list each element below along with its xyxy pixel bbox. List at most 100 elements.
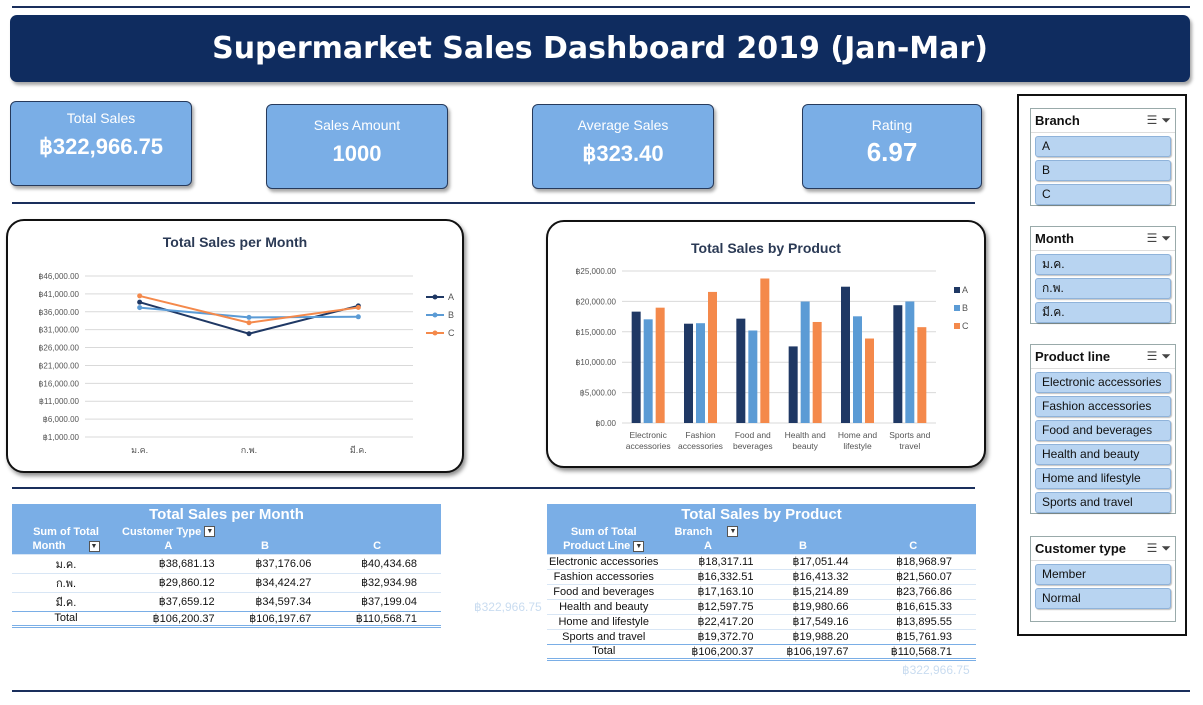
bar-chart-card[interactable]: Total Sales by Product ฿0.00 ฿5,000.00 ฿10… — [546, 220, 986, 468]
table-total-row: Total ฿106,200.37 ฿106,197.67 ฿110,568.7… — [547, 643, 976, 661]
x-tick-label: Sports and — [889, 430, 930, 440]
slicer-item[interactable]: Member — [1035, 564, 1171, 585]
multi-select-icon[interactable]: ☰ — [1146, 349, 1158, 363]
y-tick-label: ฿26,000.00 — [38, 344, 79, 353]
clear-filter-icon[interactable]: ⏷ — [1161, 541, 1171, 555]
row-label: มี.ค. — [12, 591, 120, 611]
bar-C — [812, 321, 822, 423]
slicer-header: Branch ☰ ⏷ — [1031, 109, 1175, 133]
kpi-value: ฿322,966.75 — [38, 134, 164, 159]
multi-select-icon[interactable]: ☰ — [1146, 113, 1158, 127]
filter-dropdown-icon[interactable]: ▼ — [88, 540, 100, 552]
pivot-row-field[interactable]: Product Line ▼ — [547, 539, 661, 554]
y-tick-label: ฿15,000.00 — [575, 328, 616, 337]
bar-A — [684, 323, 693, 423]
filter-dropdown-icon[interactable]: ▼ — [204, 526, 216, 538]
kpi-total-sales[interactable]: Total Sales ฿322,966.75 — [10, 101, 192, 186]
x-tick-label: accessories — [626, 441, 671, 451]
x-tick-label: beauty — [792, 441, 818, 451]
kpi-label: Total Sales — [66, 110, 136, 126]
slicer-item[interactable]: B — [1035, 160, 1171, 181]
legend-marker-A — [432, 294, 438, 300]
table-rule — [12, 487, 975, 489]
pivot-col-field[interactable]: Branch ▼ — [660, 524, 976, 539]
filter-dropdown-icon[interactable]: ▼ — [727, 526, 739, 538]
kpi-average-sales[interactable]: Average Sales ฿323.40 — [532, 104, 714, 189]
pivot-col-field-label: Customer Type — [122, 525, 202, 538]
pivot-col-field[interactable]: Customer Type ▼ — [120, 524, 441, 539]
clear-filter-icon[interactable]: ⏷ — [1161, 231, 1171, 245]
x-tick-label: Fashion — [685, 430, 716, 440]
slicer-item[interactable]: Electronic accessories — [1035, 372, 1171, 393]
x-tick-label: Health and — [785, 430, 826, 440]
row-label: Total — [12, 610, 120, 628]
pivot-row-field-label: Product Line — [563, 540, 631, 553]
pivot-col-field-label: Branch — [674, 525, 713, 538]
filter-dropdown-icon[interactable]: ▼ — [633, 540, 645, 552]
slicer-item[interactable]: มี.ค. — [1035, 302, 1171, 323]
row-label: Sports and travel — [547, 628, 661, 644]
cell: ฿37,659.12 — [120, 591, 217, 611]
pivot-row-field[interactable]: Month ▼ — [12, 539, 120, 554]
kpi-sales-amount[interactable]: Sales Amount 1000 — [266, 104, 448, 189]
dashboard-title: Supermarket Sales Dashboard 2019 (Jan-Ma… — [10, 15, 1190, 82]
y-tick-label: ฿20,000.00 — [575, 297, 616, 306]
slicer-item[interactable]: Normal — [1035, 588, 1171, 609]
pivot-product-table: Sum of Total Branch ▼ Product Line ▼ A B… — [547, 524, 976, 661]
bottom-rule — [12, 690, 1190, 692]
table-row: ก.พ. ฿29,860.12 ฿34,424.27 ฿32,934.98 — [12, 572, 441, 592]
bar-C — [917, 327, 927, 423]
x-tick-label: accessories — [678, 441, 723, 451]
cell: ฿40,434.68 — [313, 553, 441, 573]
bar-A — [788, 346, 798, 423]
cell: ฿16,615.33 — [850, 598, 976, 614]
cell: ฿37,199.04 — [313, 591, 441, 611]
line-chart-card[interactable]: Total Sales per Month ฿1,000.00 ฿6,000.00… — [6, 219, 464, 473]
cell: ฿17,051.44 — [755, 553, 851, 569]
bar-C — [708, 291, 717, 423]
bar-B — [748, 330, 758, 423]
slicer-product-line: Product line ☰ ⏷ Electronic accessories Fa… — [1030, 344, 1176, 514]
ghost-total-value: ฿322,966.75 — [902, 663, 970, 677]
y-tick-label: ฿11,000.00 — [39, 397, 80, 406]
cell: ฿22,417.20 — [660, 613, 756, 629]
legend-swatch-C — [954, 323, 960, 329]
slicer-item[interactable]: Sports and travel — [1035, 492, 1171, 513]
y-tick-label: ฿25,000.00 — [575, 267, 616, 276]
cell: ฿19,980.66 — [755, 598, 851, 614]
slicer-item[interactable]: ก.พ. — [1035, 278, 1171, 299]
cell: ฿21,560.07 — [850, 568, 976, 584]
pivot-product-title: Total Sales by Product — [547, 504, 976, 524]
row-label: Fashion accessories — [547, 568, 661, 584]
row-label: Electronic accessories — [547, 553, 661, 569]
cell: ฿23,766.86 — [850, 583, 976, 599]
cell: ฿18,968.97 — [850, 553, 976, 569]
multi-select-icon[interactable]: ☰ — [1146, 231, 1158, 245]
slicer-item[interactable]: A — [1035, 136, 1171, 157]
slicer-item[interactable]: Home and lifestyle — [1035, 468, 1171, 489]
slicer-item[interactable]: Fashion accessories — [1035, 396, 1171, 417]
legend-marker-B — [432, 312, 438, 318]
pivot-row-field-label: Month — [32, 540, 66, 553]
multi-select-icon[interactable]: ☰ — [1146, 541, 1158, 555]
x-tick-label: ม.ค. — [131, 445, 148, 455]
table-row: Sports and travel ฿19,372.70 ฿19,988.20 … — [547, 628, 976, 644]
clear-filter-icon[interactable]: ⏷ — [1161, 113, 1171, 127]
pivot-col-header: C — [850, 539, 976, 554]
kpi-value: 6.97 — [866, 137, 918, 167]
table-row: ม.ค. ฿38,681.13 ฿37,176.06 ฿40,434.68 — [12, 553, 441, 573]
clear-filter-icon[interactable]: ⏷ — [1161, 349, 1171, 363]
slicer-item[interactable]: Health and beauty — [1035, 444, 1171, 465]
y-tick-label: ฿5,000.00 — [580, 389, 617, 398]
x-tick-label: Home and — [838, 430, 877, 440]
slicer-header: Customer type ☰ ⏷ — [1031, 537, 1175, 561]
slicer-item[interactable]: ม.ค. — [1035, 254, 1171, 275]
slicer-month: Month ☰ ⏷ ม.ค. ก.พ. มี.ค. — [1030, 226, 1176, 324]
bar-B — [853, 316, 862, 423]
row-label: Total — [547, 643, 661, 661]
kpi-rating[interactable]: Rating 6.97 — [802, 104, 982, 189]
x-tick-label: Electronic — [630, 430, 668, 440]
slicer-item[interactable]: C — [1035, 184, 1171, 205]
x-tick-label: lifestyle — [843, 441, 872, 451]
slicer-item[interactable]: Food and beverages — [1035, 420, 1171, 441]
